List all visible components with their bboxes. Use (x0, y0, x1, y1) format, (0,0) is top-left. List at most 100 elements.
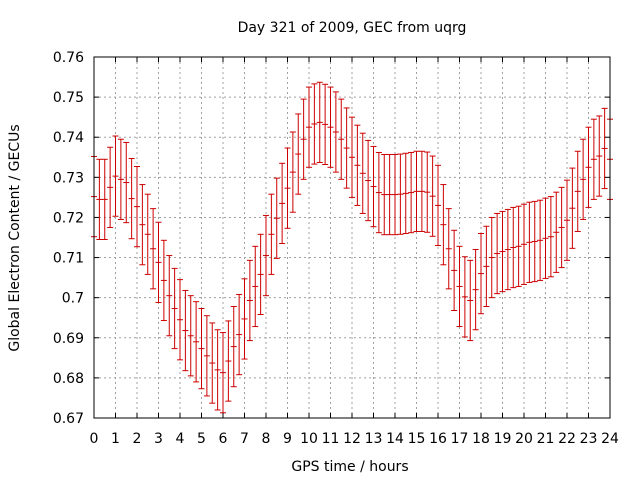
error-bar-point (198, 307, 205, 390)
x-tick-label: 16 (429, 431, 447, 447)
error-bar-point (547, 196, 554, 278)
x-axis-label: GPS time / hours (291, 459, 408, 475)
error-bar-point (252, 245, 259, 328)
error-bar-point (193, 301, 200, 383)
x-tick-label: 23 (580, 431, 598, 447)
error-bar-point (284, 147, 291, 229)
x-tick-label: 11 (322, 431, 340, 447)
x-tick-label: 7 (240, 431, 249, 447)
error-bar-point (209, 322, 216, 404)
error-bar-point (488, 216, 495, 299)
error-bar-point (478, 232, 484, 315)
error-bar-point (343, 107, 350, 189)
error-bar-point (424, 151, 431, 233)
frame-ticks (93, 56, 611, 419)
y-axis-label: Global Electron Content / GECUs (7, 124, 23, 351)
error-bar-point (590, 118, 597, 200)
x-tick-label: 14 (386, 431, 404, 447)
x-tick-label: 4 (176, 431, 185, 447)
error-bar-point (365, 139, 372, 222)
error-bar-point (279, 162, 286, 245)
error-bar-point (526, 201, 533, 283)
error-bar-point (263, 214, 269, 297)
error-bar-point (160, 239, 167, 322)
error-bar-point (386, 153, 393, 236)
error-bar-point (134, 166, 140, 248)
error-bar-point (515, 205, 522, 287)
x-tick-label: 24 (601, 431, 619, 447)
error-bar-point (112, 135, 119, 217)
error-bar-point (499, 210, 506, 293)
error-bar-point (338, 98, 345, 180)
error-bar-point (569, 167, 576, 249)
y-tick-label: 0.67 (53, 411, 84, 427)
y-tick-label: 0.73 (53, 170, 84, 186)
chart-title: Day 321 of 2009, GEC from uqrg (238, 20, 467, 36)
error-bar-point (510, 206, 517, 289)
y-tick-label: 0.69 (53, 331, 84, 347)
y-tick-label: 0.7 (62, 291, 84, 307)
error-bar-point (273, 177, 280, 259)
error-bar-point (580, 138, 587, 220)
error-bar-point (564, 179, 570, 261)
error-bar-point (327, 86, 334, 168)
error-bar-point (166, 255, 173, 337)
error-bar-point (402, 152, 409, 234)
y-tick-label: 0.72 (53, 210, 84, 226)
error-bar-point (537, 199, 544, 281)
error-bar-point (182, 289, 189, 372)
error-bar-point (397, 153, 404, 235)
error-bar-point (289, 131, 296, 213)
x-tick-label: 2 (133, 431, 142, 447)
error-bar-point (467, 259, 474, 342)
error-bar-point (558, 186, 565, 269)
error-bar-point (521, 203, 527, 285)
error-bar-point (585, 126, 592, 208)
error-bar-point (177, 279, 183, 361)
error-bar-point (456, 245, 463, 328)
error-bar-point (155, 221, 162, 303)
error-bar-point (101, 158, 108, 241)
error-bar-point (322, 83, 329, 165)
error-bar-point (171, 267, 178, 350)
x-tick-label: 3 (154, 431, 163, 447)
y-tick-label: 0.75 (53, 90, 84, 106)
error-bar-point (230, 305, 237, 388)
x-tick-label: 10 (300, 431, 318, 447)
error-bar-point (96, 158, 103, 241)
error-bar-point (117, 138, 124, 220)
error-bar-point (332, 91, 339, 173)
error-bar-point (187, 295, 194, 377)
x-tick-label: 22 (558, 431, 576, 447)
y-tick-label: 0.76 (53, 50, 84, 66)
error-bar-point (354, 124, 361, 206)
error-bar-point (306, 86, 312, 168)
error-bar-point (128, 157, 135, 240)
error-bar-point (375, 151, 382, 234)
x-tick-label: 5 (197, 431, 206, 447)
y-tick-label: 0.74 (53, 130, 84, 146)
error-bar-point (139, 184, 146, 266)
error-bar-point (574, 150, 581, 232)
error-bar-point (220, 332, 226, 414)
x-tick-label: 19 (494, 431, 512, 447)
error-bar-point (483, 225, 490, 307)
error-bar-point (246, 259, 253, 342)
error-bar-point (413, 150, 420, 232)
error-bar-point (295, 113, 302, 195)
error-bar-point (349, 116, 355, 198)
error-bar-point (531, 200, 538, 283)
error-bar-point (418, 150, 425, 232)
y-tick-label: 0.71 (53, 251, 84, 267)
error-bar-point (451, 229, 458, 312)
error-bar-point (257, 233, 264, 316)
error-bar-point (150, 208, 157, 290)
error-bar-point (311, 83, 318, 165)
x-tick-label: 15 (408, 431, 426, 447)
x-tick-label: 0 (90, 431, 99, 447)
error-bar-point (203, 315, 210, 397)
error-bar-point (601, 107, 608, 190)
x-tick-label: 13 (365, 431, 383, 447)
x-tick-label: 1 (111, 431, 120, 447)
error-bar-point (381, 153, 388, 236)
